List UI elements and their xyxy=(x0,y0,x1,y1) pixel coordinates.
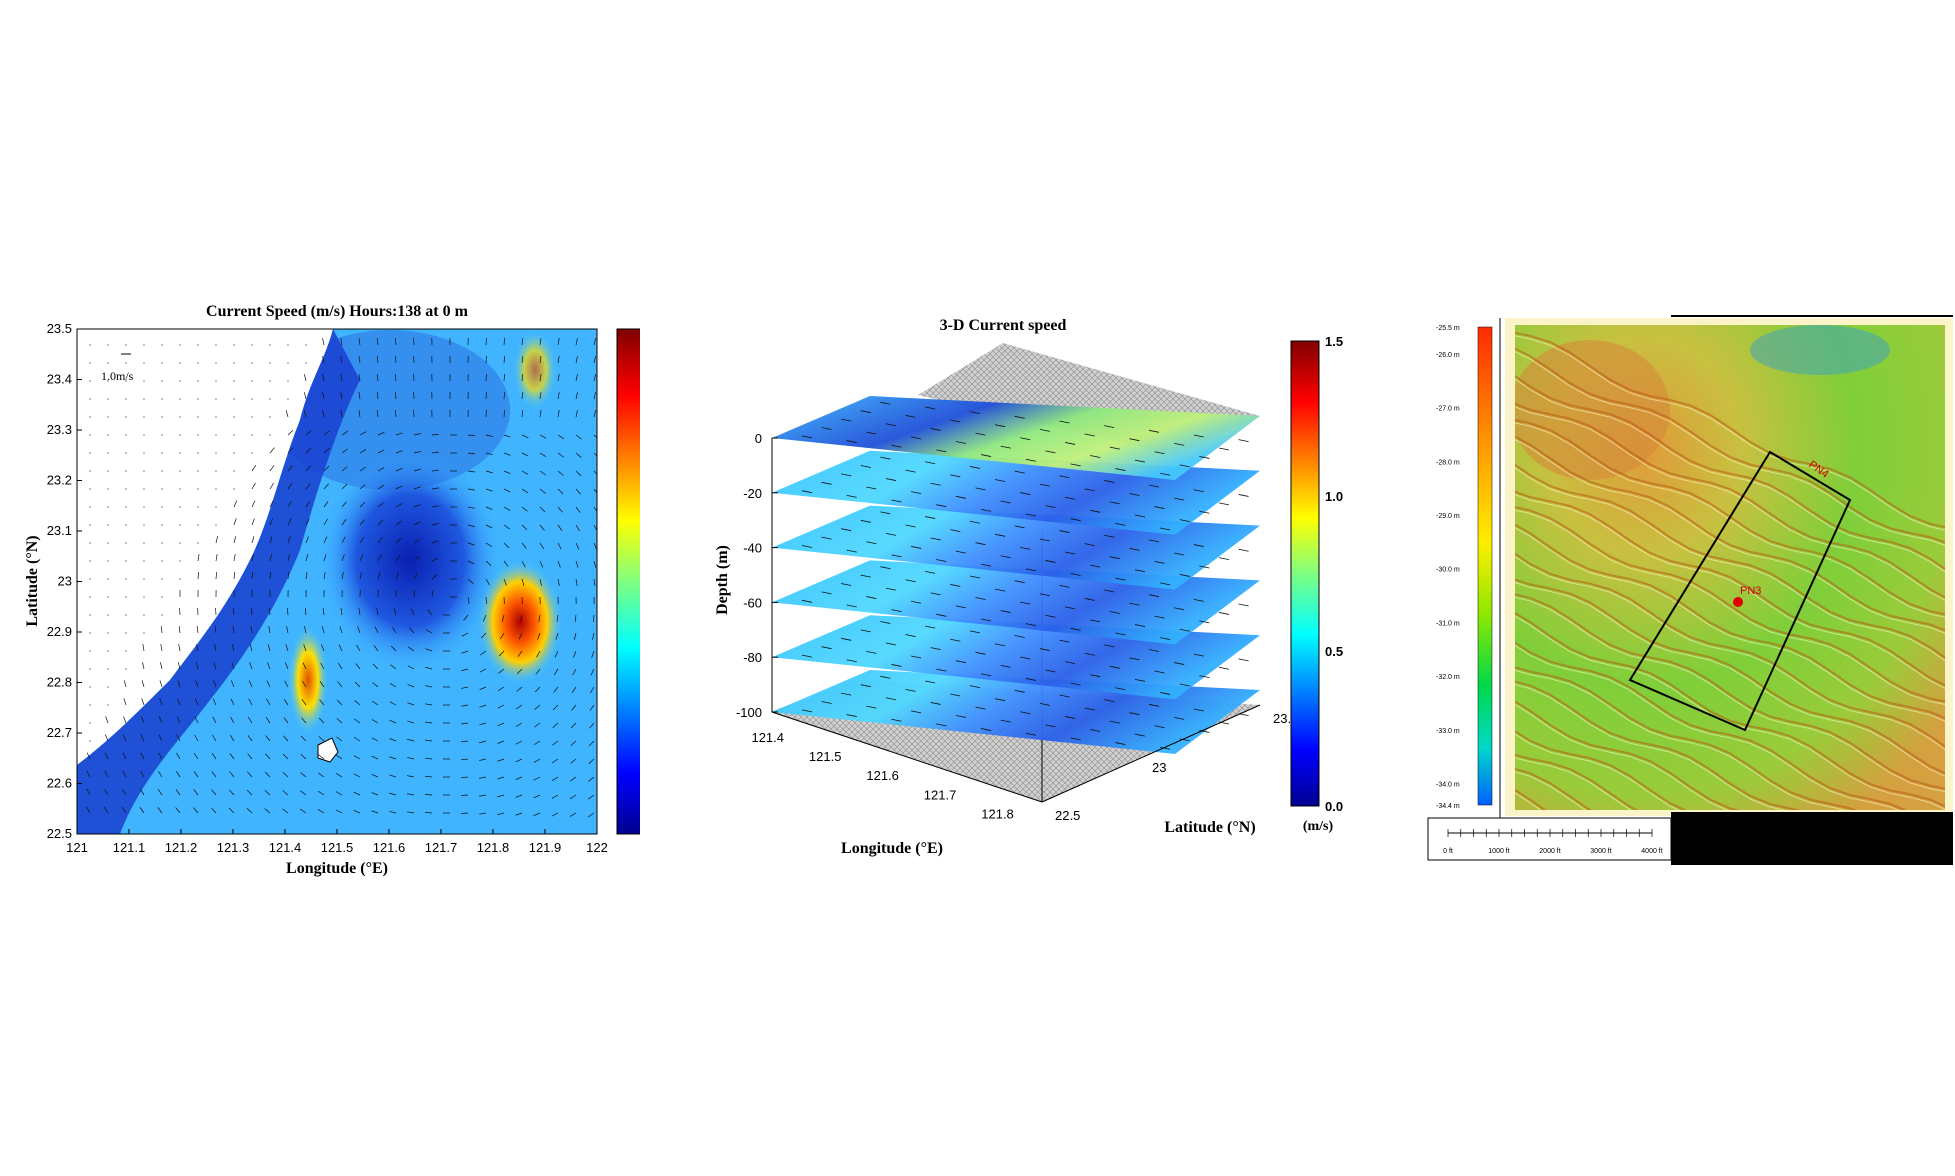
current-speed-3d-panel: 3-D Current speed 0 -20 -40 -60 -80 -100 121.… xyxy=(680,0,1370,1171)
x-tick-label: 121.9 xyxy=(529,840,562,855)
depth-label: Depth (m) xyxy=(714,545,731,615)
longitude-tick-label: 121.6 xyxy=(866,768,899,783)
current-speed-map-panel: Current Speed (m/s) Hours:138 at 0 m 1.0… xyxy=(0,0,640,1171)
x-tick-label: 121.2 xyxy=(165,840,198,855)
y-tick-label: 22.9 xyxy=(47,624,72,639)
latitude-label: Latitude (°N) xyxy=(1164,819,1255,836)
deep-channel xyxy=(1750,325,1890,375)
longitude-label: Longitude (°E) xyxy=(841,840,943,857)
3d-colorbar-tick-label: 1.5 xyxy=(1325,334,1343,349)
y-tick-label: 22.7 xyxy=(47,725,72,740)
depth-tick-label: -80 xyxy=(743,650,762,665)
depth-colorbar-tick-label: -28.0 m xyxy=(1436,459,1460,466)
y-tick-label: 22.6 xyxy=(47,776,72,791)
x-tick-label: 121.6 xyxy=(373,840,406,855)
current-speed-3d: 3-D Current speed 0 -20 -40 -60 -80 -100 121.… xyxy=(680,0,1370,1171)
3d-colorbar-unit: (m/s) xyxy=(1303,819,1334,834)
x-axis-label: Longitude (°E) xyxy=(286,860,388,877)
depth-colorbar-tick-label: -30.0 m xyxy=(1436,567,1460,574)
depth-colorbar-tick-label: -27.0 m xyxy=(1436,406,1460,413)
redaction-block-bottom xyxy=(1671,812,1953,865)
map-title: Current Speed (m/s) Hours:138 at 0 m xyxy=(206,303,469,320)
fast-jet-east xyxy=(478,560,562,684)
fast-jet-north xyxy=(513,330,557,410)
3d-title: 3-D Current speed xyxy=(940,317,1067,334)
redaction-line-top xyxy=(1671,315,1953,317)
y-axis-label: Latitude (°N) xyxy=(24,535,41,626)
bathymetry-map: PN3 PN4 -25.5 m-26.0 m-27.0 m-28.0 m-29.… xyxy=(1420,300,1955,870)
x-tick-label: 121.4 xyxy=(269,840,302,855)
x-tick-label: 121.7 xyxy=(425,840,458,855)
depth-tick-label: -40 xyxy=(743,541,762,556)
x-tick-label: 121.3 xyxy=(217,840,250,855)
current-speed-map: Current Speed (m/s) Hours:138 at 0 m 1.0… xyxy=(0,0,640,1171)
y-tick-label: 23 xyxy=(58,574,72,589)
3d-colorbar-tick-label: 0.0 xyxy=(1325,799,1343,814)
longitude-tick-label: 121.5 xyxy=(809,749,842,764)
depth-colorbar-tick-label: -31.0 m xyxy=(1436,620,1460,627)
depth-colorbar-tick-label: -33.0 m xyxy=(1436,728,1460,735)
scale-bar-label: 1000 ft xyxy=(1488,848,1509,855)
marker-pn3 xyxy=(1733,597,1743,607)
scale-bar-label: 0 ft xyxy=(1443,848,1453,855)
3d-colorbar-ticks: 0.0 0.5 1.0 1.5 xyxy=(1325,334,1343,814)
y-tick-label: 22.5 xyxy=(47,826,72,841)
scale-bar-label: 4000 ft xyxy=(1641,848,1662,855)
latitude-tick-label: 23 xyxy=(1152,760,1166,775)
y-tick-label: 23.2 xyxy=(47,473,72,488)
fast-jet-west xyxy=(288,625,328,735)
depth-tick-label: -20 xyxy=(743,486,762,501)
y-tick-label: 23.1 xyxy=(47,523,72,538)
y-tick-label: 22.8 xyxy=(47,675,72,690)
depth-colorbar-ticks: -25.5 m -26.0 m -27.0 m -28.0 m -29.0 m -30.0… xyxy=(1436,325,1460,810)
x-tick-label: 121 xyxy=(66,840,88,855)
depth-colorbar-tick-label: -26.0 m xyxy=(1436,352,1460,359)
depth-tick-label: -100 xyxy=(736,705,762,720)
x-tick-label: 121.1 xyxy=(113,840,146,855)
scale-bar-label: 3000 ft xyxy=(1590,848,1611,855)
latitude-tick-label: 23. xyxy=(1273,711,1291,726)
x-tick-label: 122 xyxy=(586,840,608,855)
depth-colorbar-tick-label: -29.0 m xyxy=(1436,513,1460,520)
scale-bar-label: 2000 ft xyxy=(1539,848,1560,855)
longitude-tick-label: 121.8 xyxy=(981,807,1014,822)
y-tick-label: 23.3 xyxy=(47,422,72,437)
longitude-tick-label: 121.7 xyxy=(924,787,957,802)
x-tick-label: 121.5 xyxy=(321,840,354,855)
depth-colorbar-tick-label: -32.0 m xyxy=(1436,674,1460,681)
depth-colorbar-tick-label: -34.4 m xyxy=(1436,803,1460,810)
y-tick-label: 23.5 xyxy=(47,321,72,336)
3d-colorbar xyxy=(1291,341,1319,806)
reference-vector-label: 1.0m/s xyxy=(101,369,134,383)
bathymetry-panel: PN3 PN4 -25.5 m-26.0 m-27.0 m-28.0 m-29.… xyxy=(1420,300,1955,870)
depth-tick-label: 0 xyxy=(755,431,762,446)
colorbar xyxy=(617,329,640,834)
depth-colorbar xyxy=(1478,327,1492,805)
longitude-tick-label: 121.4 xyxy=(751,730,784,745)
depth-colorbar-tick-label: -34.0 m xyxy=(1436,782,1460,789)
y-tick-label: 23.4 xyxy=(47,372,72,387)
depth-layers xyxy=(772,396,1260,754)
x-tick-label: 121.8 xyxy=(477,840,510,855)
depth-colorbar-tick-label: -25.5 m xyxy=(1436,325,1460,332)
depth-tick-label: -60 xyxy=(743,595,762,610)
slow-zone-center xyxy=(320,450,500,670)
3d-colorbar-tick-label: 1.0 xyxy=(1325,489,1343,504)
3d-colorbar-tick-label: 0.5 xyxy=(1325,644,1343,659)
marker-pn3-label: PN3 xyxy=(1740,585,1761,597)
latitude-tick-label: 22.5 xyxy=(1055,808,1080,823)
